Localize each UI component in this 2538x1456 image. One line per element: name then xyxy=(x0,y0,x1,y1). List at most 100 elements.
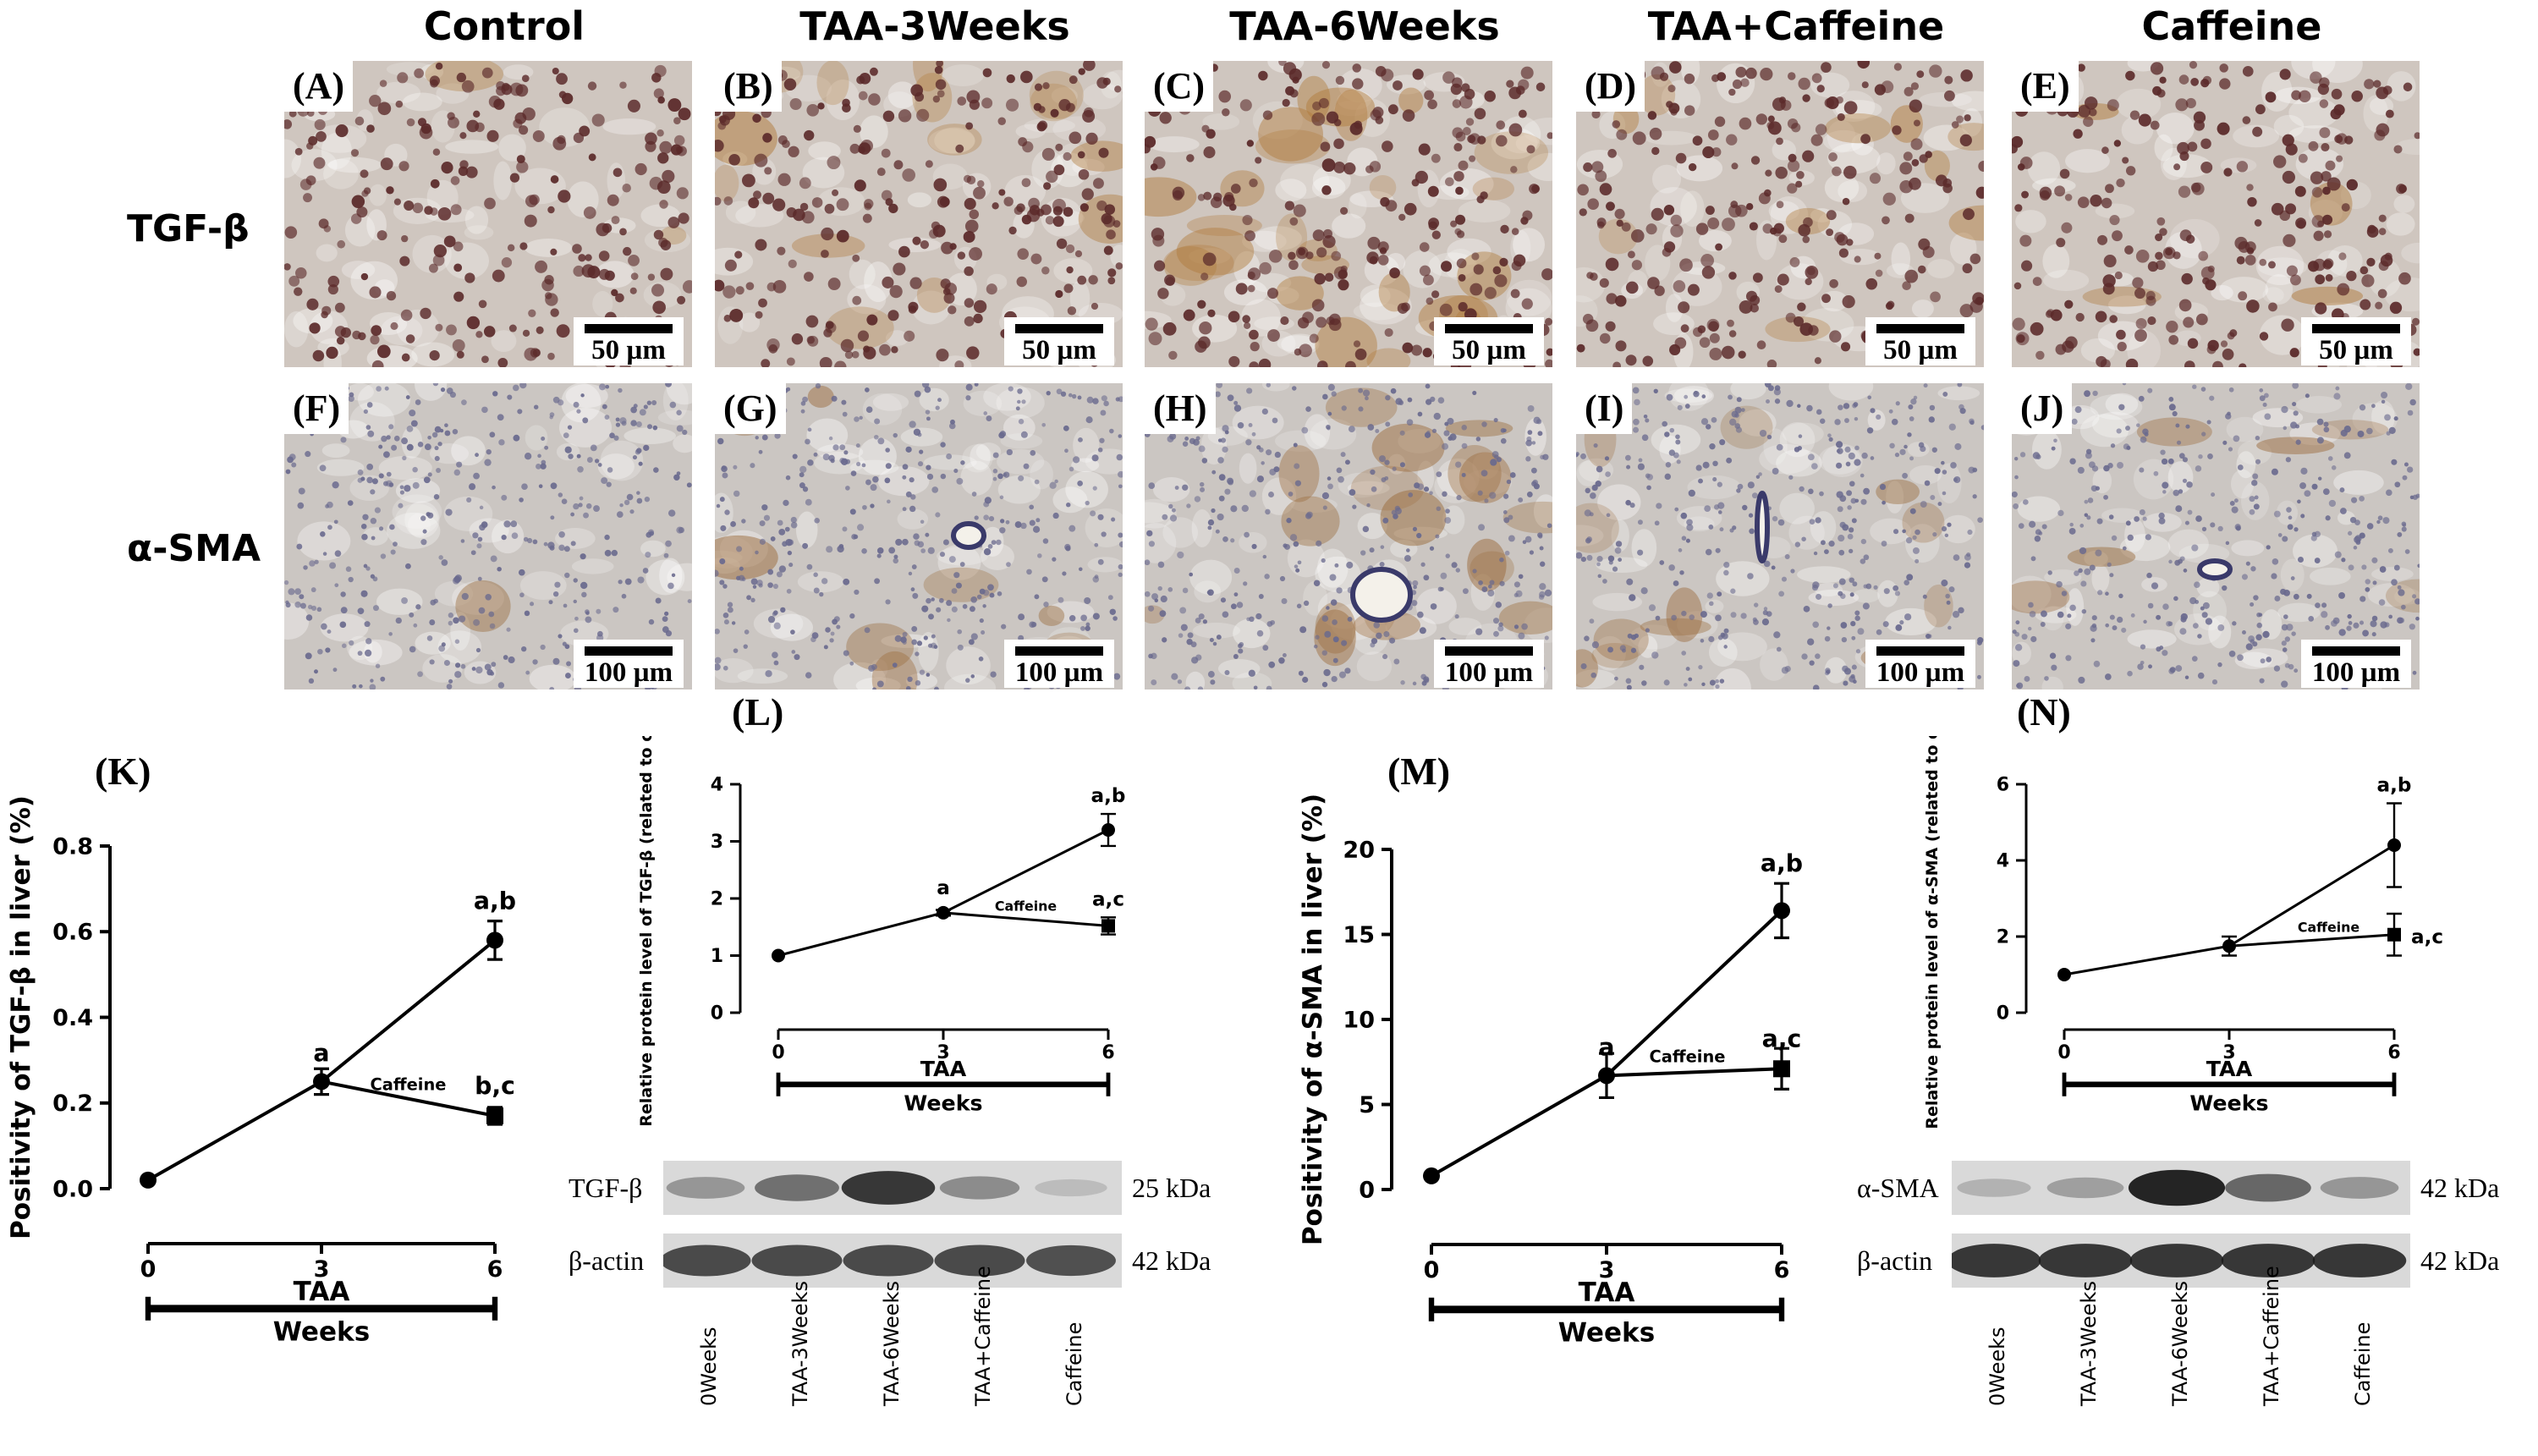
scale-bar: 50 µm xyxy=(1434,317,1544,365)
y-tick-label: 1 xyxy=(711,946,723,967)
y-axis-label: Positivity of TGF-β in liver (%) xyxy=(6,795,36,1239)
significance-label: a,b xyxy=(1761,849,1803,877)
panel-label: (A) xyxy=(284,61,354,112)
scale-bar-line xyxy=(585,646,673,656)
data-point xyxy=(486,1107,503,1124)
blot-kda-label: 42 kDa xyxy=(2420,1173,2500,1203)
x-axis-label-2: Weeks xyxy=(2189,1091,2268,1116)
panel-label: (F) xyxy=(284,383,349,434)
scale-bar-label: 100 µm xyxy=(1014,657,1104,688)
micrograph-c: (C) 50 µm xyxy=(1145,61,1552,367)
panel-label-l: (L) xyxy=(732,690,784,733)
significance-label: a xyxy=(1598,1033,1614,1061)
data-point xyxy=(1101,919,1115,933)
y-tick-label: 4 xyxy=(711,775,723,796)
scale-bar-line xyxy=(585,324,673,333)
y-axis-label: Relative protein level of TGF-β (related… xyxy=(637,736,656,1127)
scale-bar-line xyxy=(1445,646,1533,656)
blot-bands xyxy=(666,1171,1107,1205)
scale-bar: 50 µm xyxy=(1865,317,1975,365)
series-name-label: Caffeine xyxy=(2298,920,2359,936)
significance-label: a,b xyxy=(1091,785,1126,807)
x-tick-label: 3 xyxy=(314,1256,330,1283)
row-header-tgf-beta: TGF-β xyxy=(127,207,250,250)
x-tick-label: 0 xyxy=(1424,1257,1440,1283)
data-point xyxy=(486,931,503,949)
significance-label: a,c xyxy=(2411,926,2443,948)
scale-bar: 50 µm xyxy=(574,317,684,365)
y-tick-label: 4 xyxy=(1997,851,2009,872)
scale-bar-line xyxy=(1015,324,1103,333)
blot-lane-label: 0Weeks xyxy=(1986,1327,2009,1406)
x-tick-label: 0 xyxy=(772,1042,784,1063)
blot-row-label: TGF-β xyxy=(569,1173,643,1203)
tissue-texture xyxy=(715,383,1123,690)
blot-band xyxy=(934,1244,1025,1277)
blot-strip xyxy=(1952,1233,2410,1288)
y-tick-label: 15 xyxy=(1343,922,1375,948)
blot-band xyxy=(843,1244,934,1277)
y-tick-label: 0.6 xyxy=(52,920,93,946)
x-axis-label-2: Weeks xyxy=(273,1317,370,1348)
y-tick-label: 0.2 xyxy=(52,1091,93,1117)
micrograph-g: (G) 100 µm xyxy=(715,383,1123,690)
blot-band xyxy=(1026,1244,1116,1277)
y-tick-label: 0 xyxy=(1359,1177,1375,1203)
micrograph-i: (I) 100 µm xyxy=(1576,383,1984,690)
blot-band xyxy=(2225,1173,2311,1202)
x-axis-label: TAA xyxy=(1579,1277,1635,1308)
blot-band xyxy=(1035,1179,1107,1197)
significance-label: a,c xyxy=(1092,888,1124,910)
scale-bar-label: 50 µm xyxy=(1452,335,1526,365)
blot-strip xyxy=(1952,1161,2410,1215)
significance-label: a,b xyxy=(2377,775,2412,797)
x-axis-label-2: Weeks xyxy=(1558,1318,1655,1349)
scale-bar-label: 50 µm xyxy=(1022,335,1096,365)
data-point xyxy=(1773,902,1790,920)
micrograph-h: (H) 100 µm xyxy=(1145,383,1552,690)
x-axis-label: TAA xyxy=(920,1057,967,1081)
blot-lane-label: TAA-6Weeks xyxy=(2168,1281,2192,1406)
scale-bar-label: 100 µm xyxy=(584,657,673,688)
blot-band xyxy=(663,1244,751,1277)
blot-lane-label: TAA+Caffeine xyxy=(2260,1266,2283,1406)
micrograph-e: (E) 50 µm xyxy=(2012,61,2420,367)
scale-bar: 100 µm xyxy=(1434,640,1544,688)
chart-k-tgf-positivity: 0.0 0.2 0.4 0.6 0.8 0 3 6 TAA Weeks Positivity of … xyxy=(6,795,516,1348)
significance-label: b,c xyxy=(475,1072,515,1100)
x-tick-label: 3 xyxy=(2222,1042,2235,1063)
y-axis-label: Positivity of α-SMA in liver (%) xyxy=(1298,794,1328,1245)
column-header-taa-3weeks: TAA-3Weeks xyxy=(799,3,1070,49)
x-tick-label: 6 xyxy=(487,1256,503,1283)
blot-band xyxy=(1957,1179,2031,1197)
x-tick-label: 3 xyxy=(1599,1257,1615,1283)
data-point xyxy=(2387,927,2401,942)
blot-band xyxy=(1952,1244,2041,1277)
data-point xyxy=(140,1171,157,1189)
chart-l-tgf-protein: 0 1 2 3 4 0 3 6 TAA Weeks Relative protein level o… xyxy=(637,736,1126,1127)
chart-n-sma-protein: 0 2 4 6 0 3 6 TAA Weeks Relative protein level of… xyxy=(1923,736,2443,1129)
blot-band xyxy=(841,1171,936,1205)
series-name-label: Caffeine xyxy=(1650,1047,1726,1066)
row-header-alpha-sma: α-SMA xyxy=(127,527,261,570)
x-tick-label: 6 xyxy=(1774,1257,1790,1283)
tissue-texture xyxy=(284,383,692,690)
panel-label-n: (N) xyxy=(2017,690,2071,733)
tissue-texture xyxy=(1145,383,1552,690)
panel-label: (I) xyxy=(1576,383,1633,434)
panel-label: (G) xyxy=(715,383,786,434)
chart-m-sma-positivity: 0 5 10 15 20 0 3 6 TAA Weeks Positivity of α-SMA i… xyxy=(1298,794,1803,1349)
blot-row-label: β-actin xyxy=(1857,1245,1933,1276)
blot-lane-label: TAA-3Weeks xyxy=(788,1281,812,1406)
y-tick-label: 2 xyxy=(711,889,723,910)
scale-bar-label: 100 µm xyxy=(1876,657,1965,688)
micrograph-j: (J) 100 µm xyxy=(2012,383,2420,690)
y-tick-label: 0 xyxy=(711,1003,723,1025)
micrograph-a: (A) 50 µm xyxy=(284,61,692,367)
blot-band xyxy=(2038,1244,2133,1277)
x-tick-label: 0 xyxy=(140,1256,157,1283)
series-name-label: Caffeine xyxy=(371,1075,447,1095)
blot-bands xyxy=(1957,1169,2399,1206)
blot-lane-label: TAA-6Weeks xyxy=(880,1281,904,1406)
panel-label-m: (M) xyxy=(1387,750,1451,793)
